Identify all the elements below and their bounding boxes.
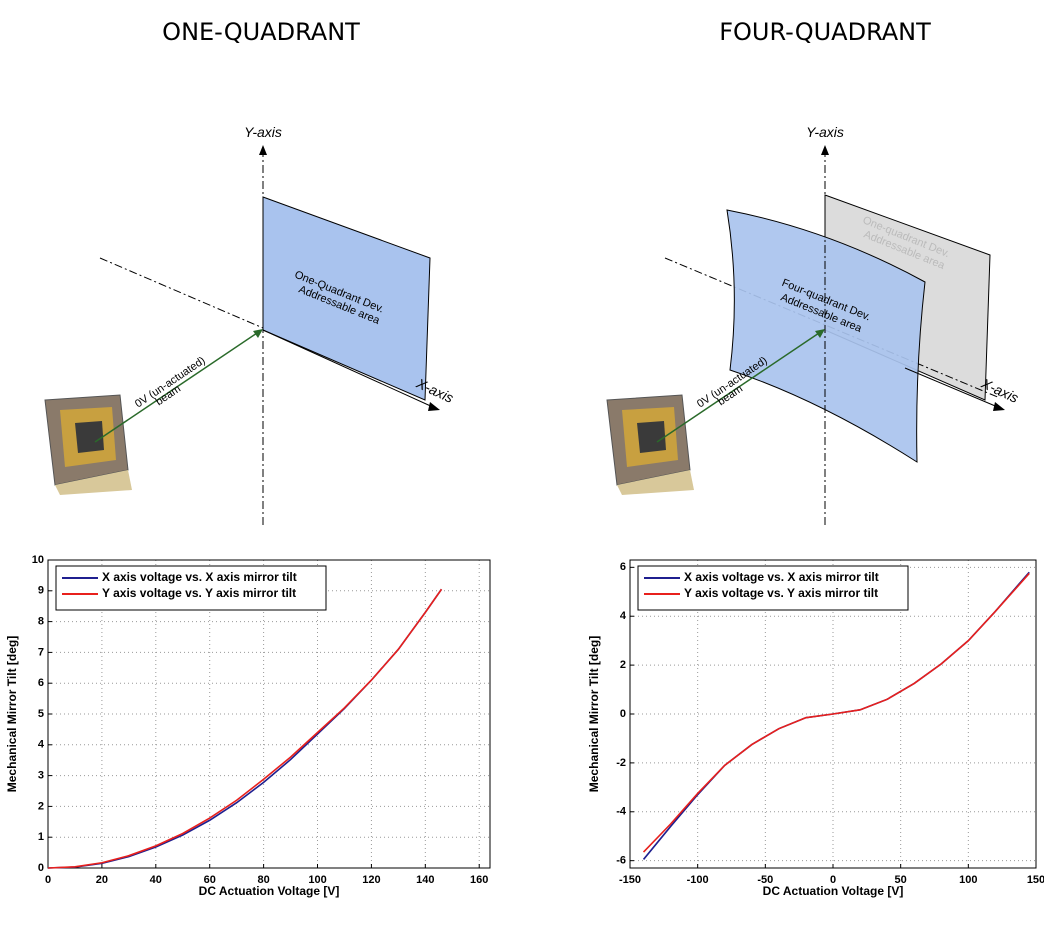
- axis-label: Y-axis: [806, 124, 844, 140]
- y-tick-label: 5: [38, 708, 44, 720]
- y-tick-label: 1: [38, 831, 44, 843]
- x-tick-label: 150: [1027, 874, 1044, 886]
- axis-label: Y-axis: [244, 124, 282, 140]
- legend-label: Y axis voltage vs. Y axis mirror tilt: [102, 586, 296, 600]
- y-tick-label: -6: [616, 855, 626, 867]
- y-tick-label: 4: [620, 610, 627, 622]
- x-tick-label: 20: [96, 874, 108, 886]
- diagram: Y-axis X-axis One-Quadrant Dev. Addressa…: [45, 124, 456, 525]
- chip: [607, 395, 694, 495]
- y-tick-label: 0: [38, 862, 44, 874]
- y-tick-label: 8: [38, 616, 44, 628]
- diagram: Y-axis X-axis One-quadrant Dev. Addressa…: [607, 124, 1021, 525]
- y-tick-label: -2: [616, 757, 626, 769]
- y-tick-label: 0: [620, 708, 626, 720]
- x-tick-label: 0: [45, 874, 51, 886]
- y-tick-label: 6: [38, 677, 44, 689]
- arrow: [259, 145, 267, 155]
- arrow: [993, 402, 1005, 411]
- x-tick-label: 140: [416, 874, 434, 886]
- y-tick-label: 2: [620, 659, 626, 671]
- legend-label: X axis voltage vs. X axis mirror tilt: [102, 570, 297, 584]
- x-tick-label: 40: [150, 874, 162, 886]
- x-axis-label: DC Actuation Voltage [V]: [199, 884, 340, 898]
- y-tick-label: 4: [38, 739, 45, 751]
- legend-label: Y axis voltage vs. Y axis mirror tilt: [684, 586, 878, 600]
- y-tick-label: -4: [616, 806, 627, 818]
- x-axis-label: DC Actuation Voltage [V]: [763, 884, 904, 898]
- legend-label: X axis voltage vs. X axis mirror tilt: [684, 570, 879, 584]
- beam-label: 0V (un-actuated): [133, 355, 208, 411]
- y-tick-label: 2: [38, 800, 44, 812]
- x-tick-label: 160: [470, 874, 488, 886]
- y-axis-label: Mechanical Mirror Tilt [deg]: [5, 636, 19, 792]
- y-tick-label: 3: [38, 770, 44, 782]
- y-axis-label: Mechanical Mirror Tilt [deg]: [587, 636, 601, 792]
- arrow: [253, 329, 263, 338]
- heading: ONE-QUADRANT: [162, 18, 360, 46]
- arrow: [428, 402, 440, 411]
- y-tick-label: 10: [32, 554, 44, 566]
- x-tick-label: 100: [959, 874, 977, 886]
- figure: ONE-QUADRANT FOUR-QUADRANT Y-axis X-axis…: [0, 0, 1044, 939]
- chip: [45, 395, 132, 495]
- x-tick-label: -100: [687, 874, 709, 886]
- z-axis: [100, 258, 263, 328]
- x-tick-label: 120: [362, 874, 380, 886]
- x-tick-label: -150: [619, 874, 641, 886]
- y-tick-label: 9: [38, 585, 44, 597]
- heading: FOUR-QUADRANT: [719, 18, 931, 46]
- arrow: [821, 145, 829, 155]
- y-tick-label: 7: [38, 646, 44, 658]
- y-tick-label: 6: [620, 561, 626, 573]
